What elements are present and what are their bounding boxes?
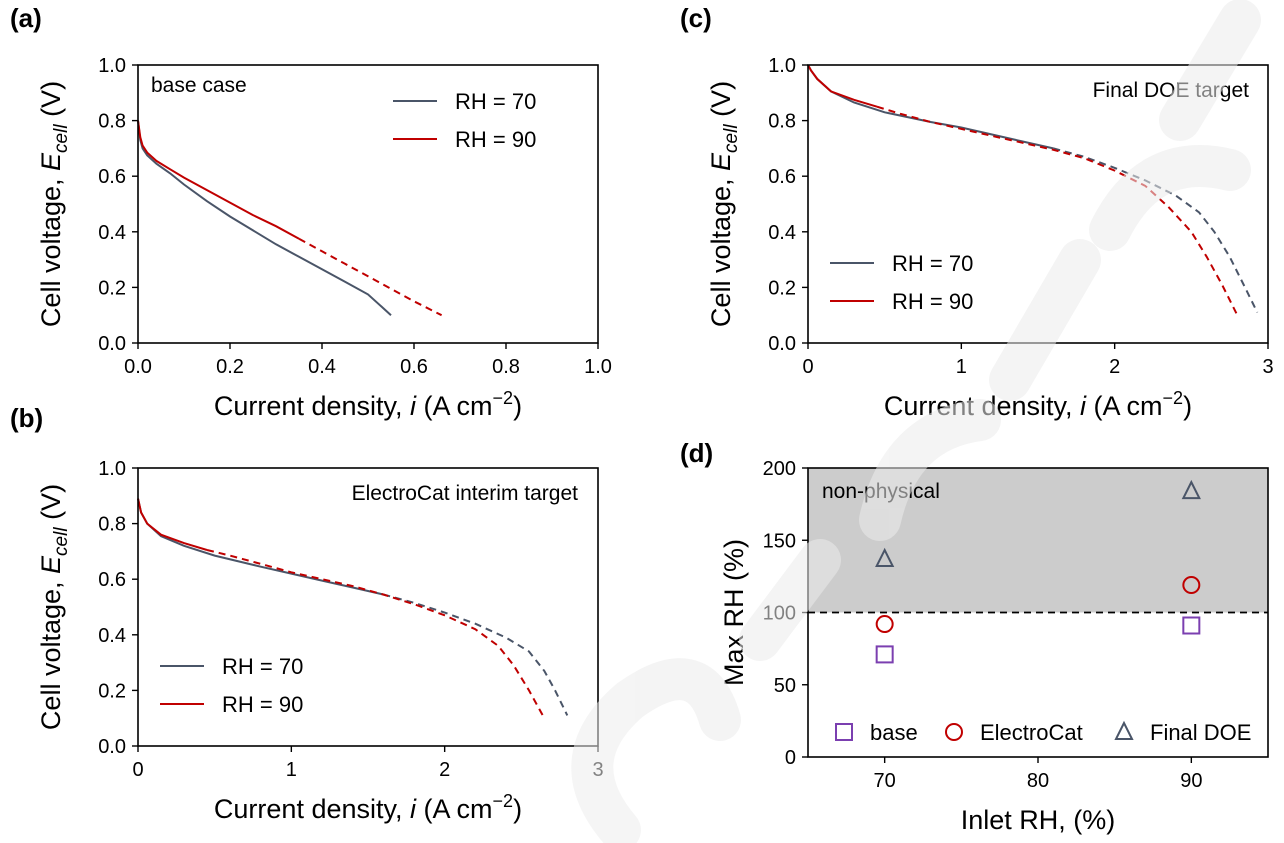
x-tick-label-c-3: 3 [1262, 356, 1273, 378]
y-tick-label-b-4: 0.8 [98, 514, 126, 536]
x-tick-label-a-0: 0.0 [124, 356, 152, 378]
legend-marker-0 [835, 723, 853, 741]
y-axis-label-b: Cell voltage, Ecell (V) [36, 484, 72, 730]
x-axis-label-c: Current density, i (A cm−2) [884, 388, 1192, 421]
point-triangle-1 [1181, 479, 1201, 500]
series-line-c-0-solid [807, 64, 1054, 150]
x-tick-label-c-1: 1 [956, 356, 967, 378]
x-tick-label-a-4: 0.8 [492, 356, 520, 378]
panel-a: (a) base case 0.0 0.2 0.4 0.6 0.8 1.0 0.0 0.2 0.… [10, 3, 612, 421]
x-axis-label-a: Current density, i (A cm−2) [214, 388, 522, 421]
y-tick-label-c-4: 0.8 [768, 111, 796, 133]
series-line-a-1-dashed [298, 237, 443, 317]
y-tick-label-a-0: 0.0 [98, 333, 126, 355]
y-tick-label-b-1: 0.2 [98, 680, 126, 702]
series-line-b-0-solid [137, 498, 384, 596]
y-tick-label-b-5: 1.0 [98, 458, 126, 480]
annotation-a: base case [151, 74, 247, 97]
y-tick-label-b-2: 0.4 [98, 625, 126, 647]
legend-label-d-0: base [870, 720, 918, 745]
panel-b: (b) ElectroCat interim target 0 1 2 3 0.0 0.2… [10, 403, 604, 824]
point-triangle-0 [875, 547, 895, 568]
y-tick-label-c-0: 0.0 [768, 333, 796, 355]
x-tick-label-d-1: 80 [1027, 770, 1049, 792]
y-tick-label-a-5: 1.0 [98, 55, 126, 77]
point-square-1 [1182, 616, 1201, 635]
x-tick-label-d-2: 90 [1180, 770, 1202, 792]
legend-label-a-1: RH = 90 [455, 127, 536, 152]
x-tick-label-d-0: 70 [874, 770, 896, 792]
y-tick-label-c-3: 0.6 [768, 166, 796, 188]
x-tick-label-c-2: 2 [1109, 356, 1120, 378]
annotation-b: ElectroCat interim target [352, 482, 579, 505]
panel-label-a: (a) [10, 3, 42, 33]
legend-label-b-0: RH = 70 [222, 654, 303, 679]
y-tick-label-c-5: 1.0 [768, 55, 796, 77]
y-tick-label-a-3: 0.6 [98, 166, 126, 188]
y-tick-label-d-2: 100 [763, 603, 796, 625]
plot-frame-b [137, 467, 599, 747]
y-axis-label-c: Cell voltage, Ecell (V) [706, 81, 742, 327]
series-line-b-0-dashed [383, 593, 569, 716]
y-tick-label-a-4: 0.8 [98, 111, 126, 133]
series-line-c-0-dashed [1053, 147, 1259, 313]
y-tick-label-d-3: 150 [763, 530, 796, 552]
y-tick-label-c-1: 0.2 [768, 277, 796, 299]
plot-frame-a [137, 64, 599, 344]
x-tick-label-a-2: 0.4 [308, 356, 336, 378]
annotation-d: non-physical [822, 480, 940, 503]
panel-d: (d) non-physical 70 80 90 0 50 100 150 200 Inlet … [680, 438, 1269, 835]
legend-marker-2 [1114, 720, 1134, 740]
y-tick-label-b-0: 0.0 [98, 736, 126, 758]
y-tick-label-c-2: 0.4 [768, 222, 796, 244]
y-axis-label-d: Max RH (%) [719, 539, 749, 686]
legend-label-b-1: RH = 90 [222, 692, 303, 717]
annotation-c: Final DOE target [1093, 79, 1250, 102]
panel-label-c: (c) [680, 3, 712, 33]
x-tick-label-b-0: 0 [132, 759, 143, 781]
y-tick-label-b-3: 0.6 [98, 569, 126, 591]
panel-c: (c) Final DOE target 0 1 2 3 0.0 0.2 0.4 0.6 0.8… [680, 3, 1274, 421]
point-circle-1 [1182, 576, 1201, 595]
x-tick-label-b-1: 1 [286, 759, 297, 781]
point-circle-0 [875, 615, 894, 634]
x-tick-label-b-2: 2 [439, 759, 450, 781]
y-tick-label-d-0: 0 [785, 747, 796, 769]
panel-label-d: (d) [680, 438, 713, 468]
y-tick-label-d-1: 50 [774, 675, 796, 697]
x-tick-label-a-3: 0.6 [400, 356, 428, 378]
x-axis-label-d: Inlet RH, (%) [961, 805, 1116, 835]
series-line-b-1-dashed [206, 549, 546, 719]
y-tick-label-a-2: 0.4 [98, 222, 126, 244]
panel-label-b: (b) [10, 403, 43, 433]
x-tick-label-a-5: 1.0 [584, 356, 612, 378]
point-square-0 [875, 645, 894, 664]
legend-marker-1 [945, 723, 963, 741]
x-tick-label-b-3: 3 [592, 759, 603, 781]
y-tick-label-a-1: 0.2 [98, 277, 126, 299]
x-tick-label-c-0: 0 [802, 356, 813, 378]
series-line-a-1-solid [137, 120, 300, 240]
series-line-c-1-solid [807, 64, 878, 108]
y-axis-label-a: Cell voltage, Ecell (V) [36, 81, 72, 327]
x-axis-label-b: Current density, i (A cm−2) [214, 791, 522, 824]
legend-label-d-1: ElectroCat [980, 720, 1083, 745]
legend-label-c-0: RH = 70 [892, 251, 973, 276]
legend-label-a-0: RH = 70 [455, 89, 536, 114]
series-line-a-0-solid [137, 120, 392, 316]
legend-label-c-1: RH = 90 [892, 289, 973, 314]
legend-label-d-2: Final DOE [1150, 720, 1251, 745]
y-tick-label-d-4: 200 [763, 458, 796, 480]
x-tick-label-a-1: 0.2 [216, 356, 244, 378]
series-line-c-1-dashed [876, 105, 1239, 316]
series-line-b-1-solid [137, 498, 208, 551]
